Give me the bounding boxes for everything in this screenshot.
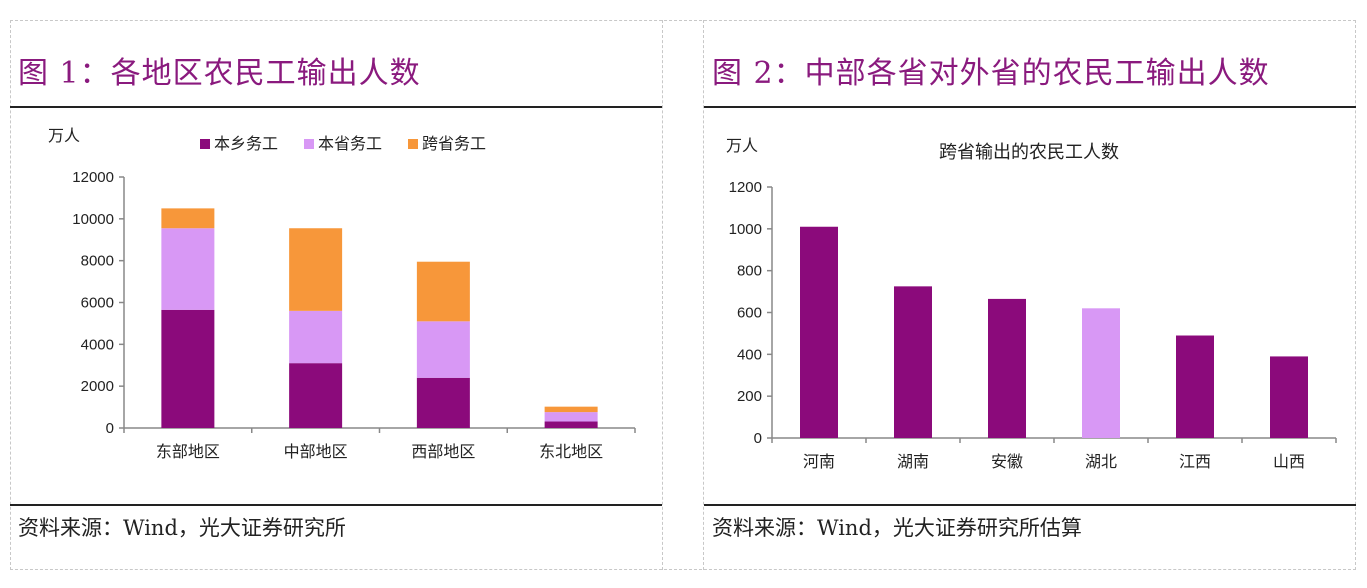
y-tick-label: 0	[106, 420, 114, 437]
x-category-label: 安徽	[991, 452, 1023, 471]
bar-segment	[416, 377, 470, 428]
y-tick-label: 2000	[81, 378, 114, 395]
x-category-label: 河南	[803, 452, 835, 471]
chart-title: 跨省输出的农民工人数	[939, 142, 1119, 163]
bar-segment	[161, 309, 215, 428]
y-tick-label: 1200	[729, 179, 762, 196]
y-tick-label: 600	[737, 305, 762, 322]
x-category-label: 中部地区	[284, 442, 348, 461]
x-category-label: 东北地区	[539, 442, 603, 461]
bar	[1176, 335, 1214, 438]
y-unit-label: 万人	[726, 136, 758, 155]
y-tick-label: 6000	[81, 295, 114, 312]
y-tick-label: 4000	[81, 336, 114, 353]
y-tick-label: 0	[754, 430, 762, 447]
title-rule	[10, 106, 662, 108]
stacked-bar-chart: 万人 本乡务工 本省务工 跨省务工 0 2000 4000 6000 8000 10000 1200…	[48, 126, 636, 461]
bar	[800, 226, 838, 438]
bar-segment	[289, 363, 343, 428]
legend-label: 本乡务工	[214, 134, 278, 153]
y-tick-label: 1000	[729, 221, 762, 238]
bar-segment	[289, 310, 343, 364]
legend-label: 跨省务工	[422, 134, 486, 153]
bar-segment	[416, 321, 470, 378]
y-tick-label: 10000	[72, 211, 114, 228]
bar	[894, 286, 932, 438]
x-category-label: 东部地区	[156, 442, 220, 461]
y-tick-label: 200	[737, 388, 762, 405]
x-category-label: 湖南	[897, 452, 929, 471]
bar	[1082, 308, 1120, 438]
legend-label: 本省务工	[318, 134, 382, 153]
x-category-label: 湖北	[1085, 452, 1117, 471]
figure-1-title: 图 1：各地区农民工输出人数	[18, 56, 421, 91]
bar-segment	[161, 208, 215, 229]
y-tick-label: 8000	[81, 253, 114, 270]
bar-segment	[544, 412, 598, 422]
legend-swatch	[200, 139, 210, 149]
panel-central-provinces: 图 2：中部各省对外省的农民工输出人数 万人 跨省输出的农民工人数 0 200 400 6…	[704, 20, 1356, 570]
y-tick-label: 400	[737, 346, 762, 363]
bar-segment	[544, 406, 598, 413]
source-rule	[704, 504, 1356, 506]
figure-2-title: 图 2：中部各省对外省的农民工输出人数	[712, 56, 1270, 91]
x-category-label: 西部地区	[411, 442, 475, 461]
title-rule	[704, 106, 1356, 108]
bar-segment	[544, 421, 598, 428]
bar-segment	[416, 261, 470, 322]
y-tick-label: 12000	[72, 169, 114, 186]
legend-swatch	[304, 139, 314, 149]
source-rule	[10, 504, 662, 506]
bar	[1270, 356, 1308, 438]
y-unit-label: 万人	[48, 126, 80, 145]
y-tick-label: 800	[737, 263, 762, 280]
figure-1-source: 资料来源：Wind，光大证券研究所	[18, 516, 346, 540]
bar-segment	[289, 228, 343, 311]
figure-2-source: 资料来源：Wind，光大证券研究所估算	[712, 516, 1082, 540]
bar-segment	[161, 228, 215, 310]
x-category-label: 山西	[1273, 452, 1305, 471]
panel-regional-output: 图 1：各地区农民工输出人数 万人 本乡务工 本省务工 跨省务工 0 2000 4000 60…	[10, 20, 662, 570]
bar	[988, 298, 1026, 438]
bar-chart: 万人 跨省输出的农民工人数 0 200 400 600 800 1000 1200 河南 湖南 安徽 湖…	[726, 136, 1337, 471]
legend-swatch	[408, 139, 418, 149]
x-category-label: 江西	[1179, 452, 1211, 471]
panel-separator	[662, 20, 704, 570]
outer-frame	[10, 20, 1356, 570]
